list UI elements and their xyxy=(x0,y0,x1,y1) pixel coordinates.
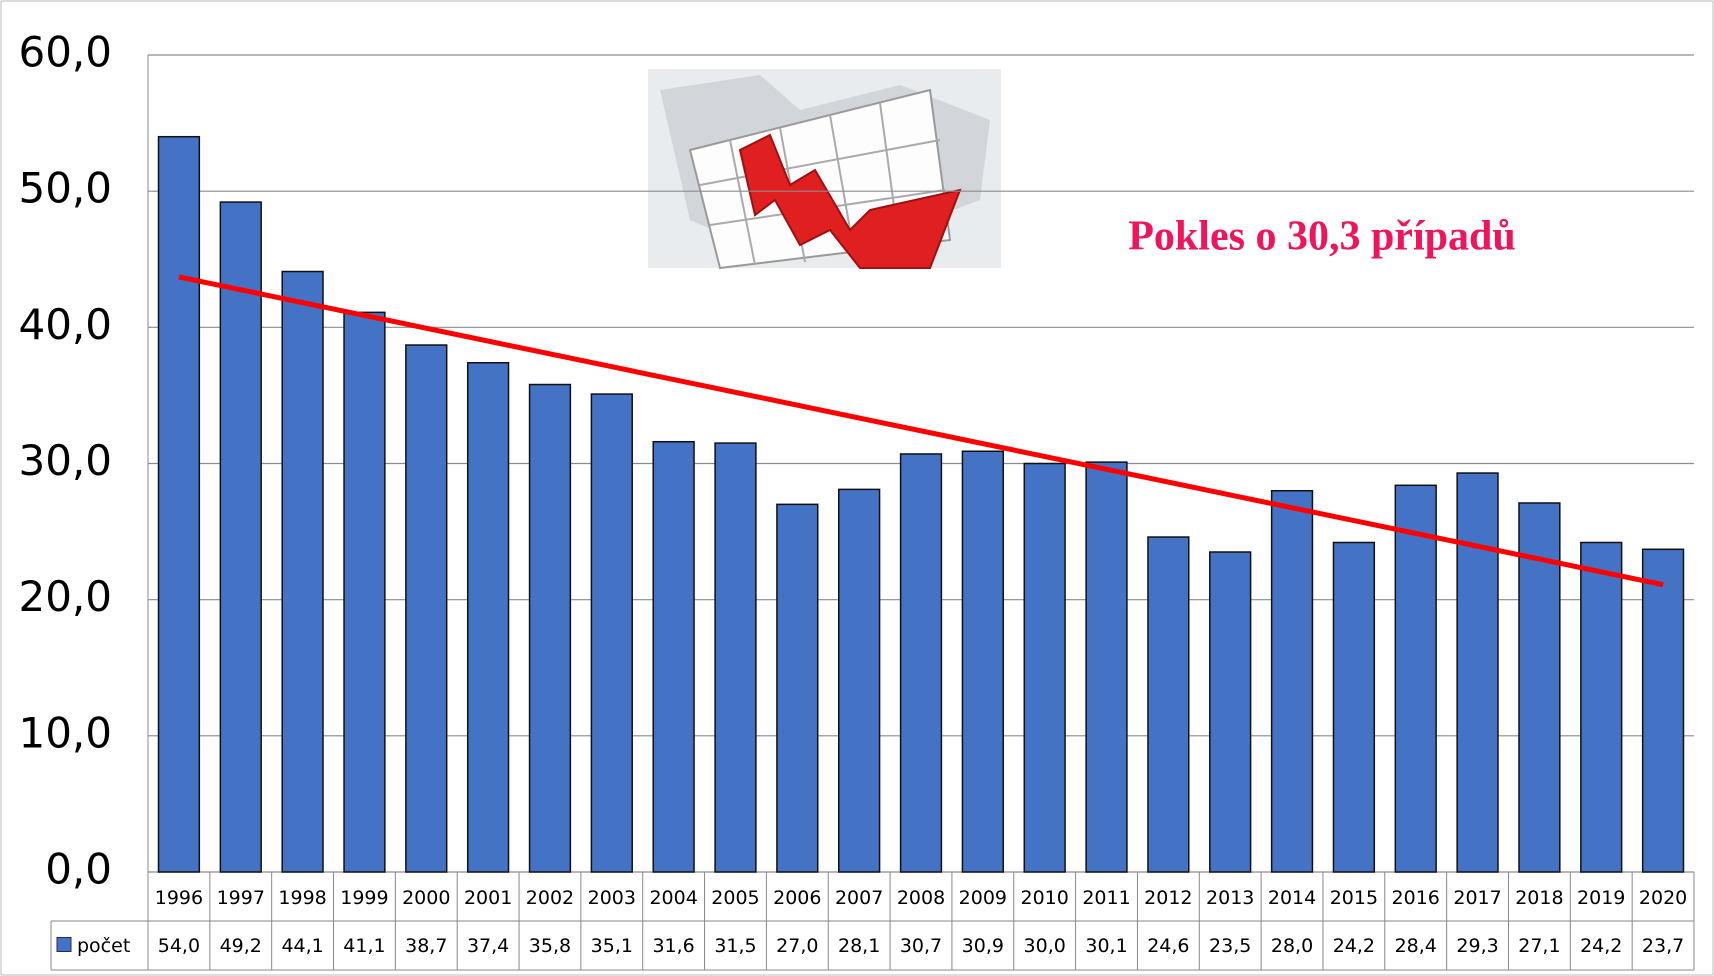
x-tick-label: 2014 xyxy=(1268,887,1316,909)
bar xyxy=(715,443,756,872)
value-label: 23,5 xyxy=(1209,935,1251,957)
x-tick-label: 2002 xyxy=(526,887,574,909)
value-label: 28,4 xyxy=(1395,935,1437,957)
bar xyxy=(777,504,818,872)
x-tick-label: 2003 xyxy=(588,887,636,909)
x-tick-label: 2001 xyxy=(464,887,512,909)
y-tick-label: 30,0 xyxy=(18,436,112,485)
y-tick-label: 10,0 xyxy=(18,708,112,757)
x-tick-label: 2006 xyxy=(773,887,821,909)
legend-swatch xyxy=(57,938,71,952)
bar xyxy=(159,137,200,872)
bar xyxy=(1333,542,1374,872)
x-tick-label: 2007 xyxy=(835,887,883,909)
value-label: 41,1 xyxy=(343,935,385,957)
bar xyxy=(1210,552,1251,872)
bar xyxy=(839,489,880,872)
y-tick-label: 50,0 xyxy=(18,164,112,213)
value-label: 35,1 xyxy=(591,935,633,957)
legend-label: počet xyxy=(77,935,130,957)
y-tick-label: 20,0 xyxy=(18,572,112,621)
bar xyxy=(901,454,942,872)
chart: 0,0 10,0 20,0 30,0 40,0 50,0 60,0 počet 1996 54,0… xyxy=(0,0,1714,976)
x-tick-label: 1998 xyxy=(278,887,326,909)
value-label: 28,1 xyxy=(838,935,880,957)
bar xyxy=(962,451,1003,872)
value-label: 28,0 xyxy=(1271,935,1313,957)
value-label: 38,7 xyxy=(405,935,447,957)
x-tick-label: 2000 xyxy=(402,887,450,909)
bar xyxy=(468,363,509,872)
bar xyxy=(1148,537,1189,872)
x-tick-label: 1996 xyxy=(155,887,203,909)
x-tick-label: 2018 xyxy=(1515,887,1563,909)
value-label: 24,6 xyxy=(1147,935,1189,957)
bar xyxy=(406,345,447,872)
value-label: 30,0 xyxy=(1024,935,1066,957)
x-tick-label: 1999 xyxy=(340,887,388,909)
value-label: 44,1 xyxy=(281,935,323,957)
value-label: 24,2 xyxy=(1333,935,1375,957)
x-tick-label: 2012 xyxy=(1144,887,1192,909)
bar xyxy=(1086,462,1127,872)
x-tick-label: 2004 xyxy=(649,887,697,909)
x-tick-label: 2015 xyxy=(1330,887,1378,909)
value-label: 23,7 xyxy=(1642,935,1684,957)
value-label: 31,6 xyxy=(652,935,694,957)
bar xyxy=(1643,549,1684,872)
bar xyxy=(530,385,571,872)
bar xyxy=(1457,473,1498,872)
bar xyxy=(591,394,632,872)
x-tick-label: 2020 xyxy=(1639,887,1687,909)
value-label: 37,4 xyxy=(467,935,509,957)
value-label: 30,7 xyxy=(900,935,942,957)
bar xyxy=(344,312,385,872)
bar xyxy=(653,442,694,872)
x-tick-label: 2008 xyxy=(897,887,945,909)
bar xyxy=(282,272,323,872)
value-label: 31,5 xyxy=(714,935,756,957)
x-tick-label: 2011 xyxy=(1082,887,1130,909)
value-label: 54,0 xyxy=(158,935,200,957)
decor-image xyxy=(648,69,1001,268)
value-label: 24,2 xyxy=(1580,935,1622,957)
bar xyxy=(1272,491,1313,872)
value-label: 49,2 xyxy=(220,935,262,957)
y-tick-label: 0,0 xyxy=(45,845,112,894)
x-tick-label: 1997 xyxy=(217,887,265,909)
value-label: 27,0 xyxy=(776,935,818,957)
x-tick-label: 2009 xyxy=(959,887,1007,909)
value-label: 27,1 xyxy=(1518,935,1560,957)
x-tick-label: 2010 xyxy=(1021,887,1069,909)
y-tick-label: 40,0 xyxy=(18,300,112,349)
bar xyxy=(1395,485,1436,872)
x-tick-label: 2013 xyxy=(1206,887,1254,909)
value-label: 35,8 xyxy=(529,935,571,957)
x-tick-label: 2017 xyxy=(1453,887,1501,909)
x-tick-label: 2016 xyxy=(1392,887,1440,909)
bar xyxy=(1024,464,1065,873)
bar xyxy=(1581,542,1622,872)
value-label: 29,3 xyxy=(1456,935,1498,957)
value-label: 30,9 xyxy=(962,935,1004,957)
x-tick-label: 2005 xyxy=(711,887,759,909)
annotation: Pokles o 30,3 případů xyxy=(1128,214,1515,260)
page: 0,0 10,0 20,0 30,0 40,0 50,0 60,0 počet 1996 54,0… xyxy=(0,0,1714,976)
bar xyxy=(220,202,261,872)
x-tick-label: 2019 xyxy=(1577,887,1625,909)
value-label: 30,1 xyxy=(1085,935,1127,957)
y-tick-label: 60,0 xyxy=(18,28,112,77)
